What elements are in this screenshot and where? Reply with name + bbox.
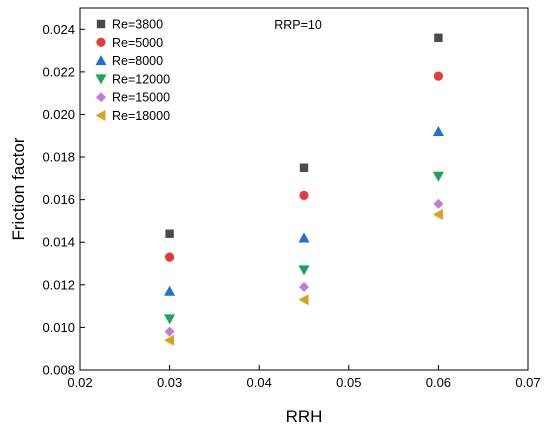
chart-annotation: RRP=10 xyxy=(274,18,322,32)
x-tick-label: 0.03 xyxy=(157,375,182,390)
data-point xyxy=(433,71,443,81)
y-tick-label: 0.022 xyxy=(42,64,75,79)
x-tick-label: 0.06 xyxy=(426,375,451,390)
y-axis-title: Friction factor xyxy=(9,137,28,240)
legend-marker xyxy=(95,110,106,121)
data-point xyxy=(434,33,443,43)
y-tick-label: 0.020 xyxy=(42,107,75,122)
y-tick-label: 0.018 xyxy=(42,150,75,165)
data-point xyxy=(298,232,310,243)
data-point xyxy=(164,314,176,325)
data-point xyxy=(432,209,443,221)
legend-label: Re=5000 xyxy=(112,36,163,50)
y-tick-label: 0.024 xyxy=(42,22,75,37)
data-point xyxy=(432,126,444,137)
data-point xyxy=(165,229,174,238)
data-point xyxy=(164,285,176,296)
y-tick-label: 0.012 xyxy=(42,277,75,292)
data-point xyxy=(165,252,175,262)
data-point xyxy=(299,163,309,172)
plot-frame xyxy=(79,7,529,371)
data-point xyxy=(164,326,175,337)
data-point xyxy=(164,334,175,346)
legend-marker xyxy=(96,92,106,103)
x-axis-title: RRH xyxy=(286,407,323,426)
data-points xyxy=(164,33,444,346)
legend-label: Re=8000 xyxy=(112,54,163,68)
legend-label: Re=12000 xyxy=(112,72,170,86)
legend-marker xyxy=(95,55,107,66)
y-tick-label: 0.016 xyxy=(42,192,75,207)
legend-label: Re=15000 xyxy=(112,91,170,105)
legend-label: Re=18000 xyxy=(112,109,170,123)
legend-marker xyxy=(96,37,106,47)
x-tick-label: 0.05 xyxy=(336,375,361,390)
y-tick-label: 0.010 xyxy=(42,320,75,335)
data-point xyxy=(298,294,309,306)
y-tick-label: 0.014 xyxy=(42,235,75,250)
x-tick-label: 0.02 xyxy=(67,375,92,390)
x-tick-label: 0.07 xyxy=(515,375,540,390)
axis-ticks: 0.02 0.03 0.04 0.05 0.06 0.07 0.008 0.010 0.012 0… xyxy=(42,22,540,390)
x-tick-label: 0.04 xyxy=(247,375,272,390)
legend-marker xyxy=(95,74,107,85)
legend-label: Re=3800 xyxy=(112,18,163,32)
legend: Re=3800 Re=5000 Re=8000 Re=12000 Re=15000 Re=… xyxy=(95,18,170,123)
data-point xyxy=(299,190,309,200)
data-point xyxy=(433,198,444,209)
data-point xyxy=(299,281,309,292)
data-point xyxy=(298,265,310,276)
y-tick-label: 0.008 xyxy=(42,363,75,378)
data-point xyxy=(432,171,444,182)
legend-marker xyxy=(96,19,106,29)
